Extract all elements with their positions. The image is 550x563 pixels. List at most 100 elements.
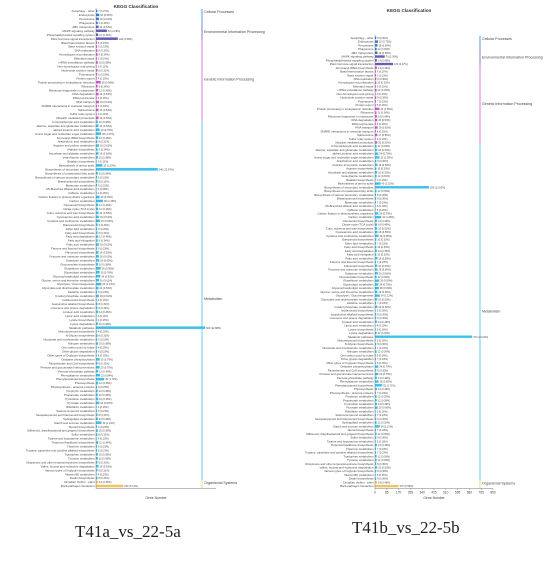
category-label: Biosynthesis of secondary metabolites [324, 185, 374, 189]
bar-ubiquitin-mediated-proteolysis [375, 141, 378, 144]
bar-sesquiterpenoid-and-triterpenoid-biosynthesis [375, 417, 377, 421]
value-label: 20 (0.76%) [101, 358, 113, 361]
value-label: 30 (1.14%) [102, 422, 114, 425]
bar-porphyrin-metabolism [375, 395, 377, 398]
value-label: 8 (0.31%) [98, 414, 109, 417]
bar-ascorbate-and-aldarate-metabolism [375, 171, 378, 174]
category-label: Other glycan degradation [341, 357, 374, 361]
value-label: 5 (0.16%) [377, 104, 388, 107]
value-label: 7 (0.23%) [377, 242, 388, 245]
value-label: 16 (0.53%) [378, 149, 390, 152]
category-label: Sphingolipid metabolism [342, 421, 374, 425]
category-label: mRNA surveillance pathway [59, 61, 96, 65]
bar-dna-replication [375, 77, 377, 81]
value-label: 24 (0.79%) [379, 283, 391, 286]
category-label: One carbon pool by folate [61, 346, 94, 350]
value-label: 390 (12.82%) [430, 186, 445, 189]
value-label: 4 (0.15%) [98, 319, 109, 322]
bar-steroid-biosynthesis [96, 425, 98, 428]
bar-alpha-linolenic-acid-metabolism [96, 128, 100, 131]
value-label: 600 (22.88%) [206, 327, 221, 330]
value-label: 12 (0.46%) [99, 311, 111, 314]
bar-beta-alanine-metabolism [375, 174, 377, 178]
value-label: 7 (0.23%) [377, 261, 388, 264]
bar-amino-sugar-and-nucleotide-sugar-metabolism [375, 156, 380, 159]
bar-rna-transport [375, 126, 378, 129]
value-label: 32 (1.05%) [380, 108, 392, 111]
bar-non-homologous-end-joining [96, 65, 97, 68]
bar-sulfur-relay-system [96, 112, 97, 116]
bar-nicotinate-and-nicotinamide-metabolism [375, 346, 376, 350]
value-label: 4 (0.15%) [98, 77, 109, 80]
value-label: 3 (0.11%) [98, 161, 109, 164]
value-label: 24 (0.79%) [379, 373, 391, 376]
category-label: Glycerophospholipid metabolism [53, 274, 95, 278]
value-label: 60 (2.29%) [108, 30, 120, 33]
category-label: Alanine, aspartate and glutamate metabol… [315, 148, 374, 152]
value-label: 44 (1.45%) [382, 216, 394, 219]
bar-ascorbate-and-aldarate-metabolism [96, 152, 99, 155]
bar-mapk-signaling-pathway [375, 55, 385, 58]
value-label: 14 (0.46%) [378, 321, 390, 324]
value-label: 6 (0.23%) [98, 73, 109, 76]
chart-left: KEGG Classification Autophagy - other 7 (0… [26, 4, 265, 500]
category-label: Betalain biosynthesis [67, 160, 95, 164]
category-label: Other types of O-glycan biosynthesis [326, 361, 374, 365]
category-label: Glucosinolate biosynthesis [339, 275, 374, 279]
bar-galactose-metabolism [375, 272, 378, 275]
bar-phosphatidylinositol-signaling-system [96, 33, 99, 36]
category-label: Glycine, serine and threonine metabolism [320, 290, 374, 294]
bar-sulfur-metabolism [96, 433, 98, 436]
bar-phenylalanine-metabolism [375, 380, 379, 383]
category-label: Lysine biosynthesis [70, 318, 96, 322]
panel-right: KEGG Classification Autophagy - other 9 (0… [274, 0, 550, 520]
bar-oxidative-phosphorylation [96, 358, 100, 361]
category-label: Oxidative phosphorylation [61, 357, 95, 361]
bar-spliceosome [375, 133, 378, 137]
bar-citrate-cycle-tca-cycle [375, 223, 377, 226]
bar-ubiquinone-and-other-terpenoid-quinone-biosynthesis [375, 462, 377, 465]
bar-mrna-surveillance-pathway [96, 61, 98, 64]
category-label: Steroid biosynthesis [348, 428, 374, 432]
bar-limonene-and-pinene-degradation [96, 306, 98, 310]
bar-propanoate-metabolism [96, 393, 98, 397]
bar-citrate-cycle-tca-cycle [96, 207, 99, 211]
value-label: 9 (0.30%) [377, 343, 388, 346]
bar-basal-transcription-factors [375, 70, 376, 73]
category-label: Arginine biosynthesis [67, 148, 95, 152]
bar-aminoacyl-trna-biosynthesis [375, 66, 377, 69]
value-label: 3 (0.11%) [98, 113, 109, 116]
category-label: Betalain biosynthesis [346, 178, 374, 182]
bar-mismatch-repair [375, 85, 376, 88]
bar-circadian-rhythm-plant [375, 481, 377, 484]
value-label: 30 (0.99%) [380, 280, 392, 283]
category-label: Isoflavonoid biosynthesis [62, 298, 95, 302]
bar-rna-degradation [96, 92, 99, 96]
bar-cyanoamino-acid-metabolism [96, 215, 99, 219]
category-label: Histidine metabolism [68, 290, 95, 294]
value-label: 20 (0.66%) [379, 407, 391, 410]
category-label: Ether lipid metabolism [66, 227, 95, 231]
bar-abc-transporters [96, 25, 99, 29]
chart-title: KEGG Classification [387, 8, 432, 13]
value-label: 5 (0.16%) [377, 440, 388, 443]
category-label: Non-homologous end-joining [337, 92, 374, 96]
category-label: Various types of N-glycan biosynthesis [45, 468, 95, 472]
bar-protein-processing-in-endoplasmic-reticulum [96, 80, 101, 84]
category-label: Riboflavin metabolism [345, 409, 374, 413]
value-label: 30 (1.14%) [102, 283, 114, 286]
category-label: Stilbenoid, diarylheptanoid and gingerol… [27, 429, 95, 433]
category-label: Carbon metabolism [69, 199, 95, 203]
bar-pyrimidine-metabolism [375, 402, 377, 406]
value-label: 16 (0.53%) [378, 298, 390, 301]
bar-phenylpropanoid-biosynthesis [96, 377, 105, 381]
bar-biosynthesis-of-various-secondary-metabolites [375, 193, 377, 196]
bar-carbon-metabolism [96, 199, 103, 203]
category-label: Brassinosteroid biosynthesis [58, 179, 95, 183]
value-label: 18 (0.69%) [100, 14, 112, 17]
category-label: Nicotinate and nicotinamide metabolism [43, 338, 95, 342]
category-label: Porphyrin metabolism [346, 395, 375, 399]
value-label: 6 (0.23%) [98, 426, 109, 429]
bar-arachidonic-acid-metabolism [375, 159, 377, 163]
value-label: 9 (0.34%) [99, 240, 110, 243]
